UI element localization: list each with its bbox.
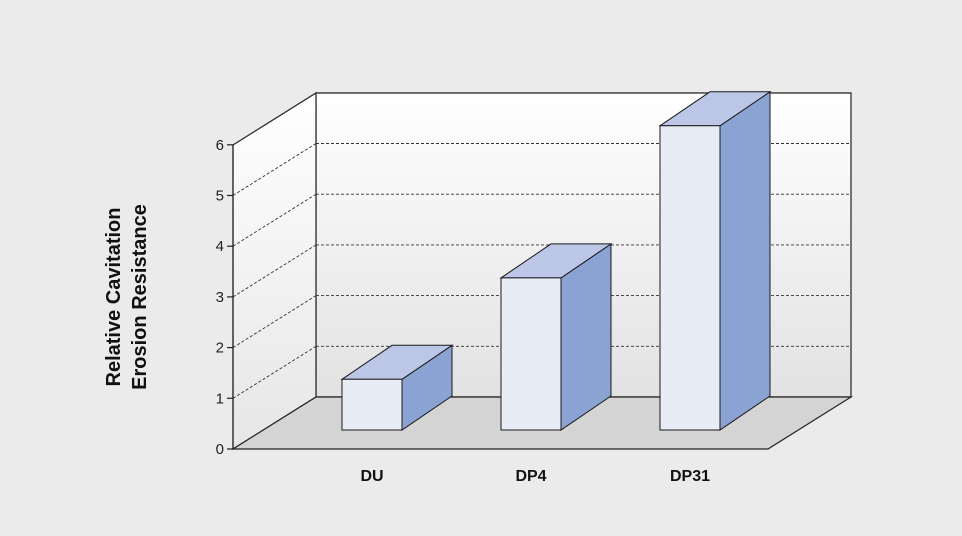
x-axis-labels: DU DP4 DP31	[360, 468, 710, 485]
left-wall	[232, 91, 317, 451]
y-tick-label: 3	[216, 289, 224, 306]
bar-front	[500, 277, 562, 431]
bar-dp31	[658, 90, 772, 431]
bar-dp4	[499, 242, 613, 431]
x-category-label: DP4	[515, 468, 546, 485]
y-axis-label: Relative Cavitation Erosion Resistance	[103, 204, 151, 390]
x-category-label: DU	[360, 468, 383, 485]
y-tick-label: 5	[216, 188, 224, 205]
gridline-left	[232, 295, 317, 348]
bar-side	[719, 90, 771, 431]
gridline-left	[232, 345, 317, 399]
gridline-left	[232, 143, 317, 196]
gridline-left	[232, 244, 317, 298]
y-axis-label-line: Erosion Resistance	[129, 204, 151, 390]
y-axis-label-line: Relative Cavitation	[103, 208, 125, 387]
gridline-left	[232, 92, 317, 146]
gridline-left	[232, 193, 317, 247]
y-tick-label: 0	[216, 441, 224, 458]
bar-du	[340, 344, 454, 431]
y-axis: 0 1 2 3 4 5 6	[216, 137, 234, 458]
bars	[340, 90, 772, 431]
y-tick-label: 6	[216, 137, 224, 154]
y-tick-label: 4	[216, 238, 224, 255]
bar-front	[341, 378, 403, 431]
bar-front	[659, 125, 721, 431]
y-tick-label: 1	[216, 390, 224, 407]
y-tick-label: 2	[216, 340, 224, 357]
x-category-label: DP31	[670, 468, 710, 485]
